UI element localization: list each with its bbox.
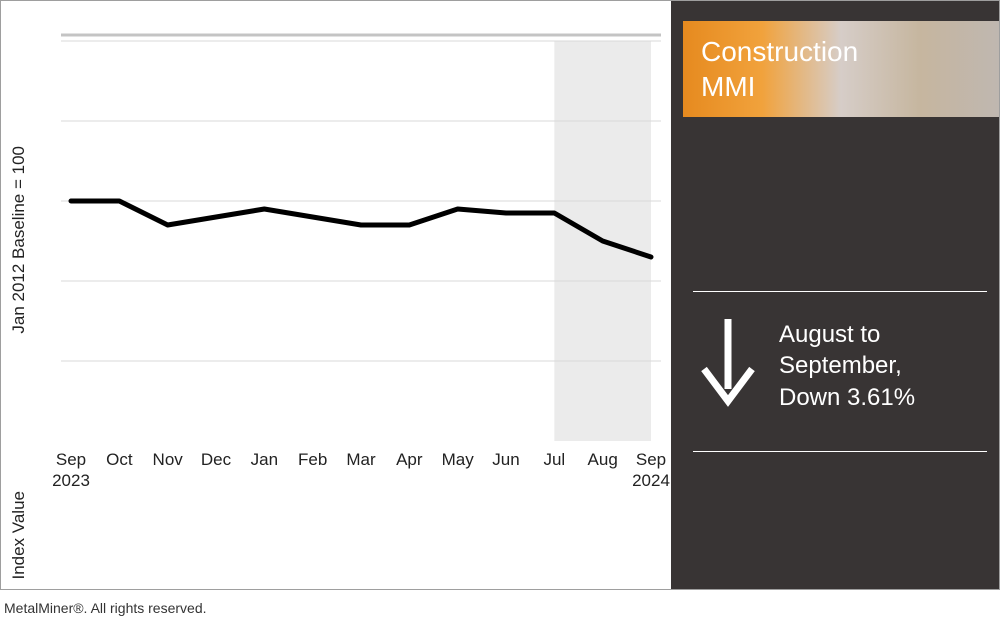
- y-axis-top-label: Jan 2012 Baseline = 100: [9, 146, 29, 334]
- summary-line3: Down 3.61%: [779, 382, 915, 413]
- x-tick-label: Oct: [106, 449, 132, 470]
- figure-root: Jan 2012 Baseline = 100 Index Value Sep2…: [0, 0, 1000, 622]
- footer-copyright: MetalMiner®. All rights reserved.: [4, 600, 207, 616]
- summary-block: August to September, Down 3.61%: [693, 306, 987, 426]
- chart-pane: Jan 2012 Baseline = 100 Index Value Sep2…: [1, 1, 671, 589]
- summary-line1: August to: [779, 319, 915, 350]
- line-chart-svg: [61, 31, 661, 501]
- banner-title-line1: Construction: [701, 34, 981, 69]
- x-tick-label: Sep2023: [52, 449, 90, 492]
- x-tick-label: Nov: [153, 449, 183, 470]
- banner-title-line2: MMI: [701, 69, 981, 104]
- x-tick-label: Dec: [201, 449, 231, 470]
- panel-banner: Construction MMI: [683, 21, 999, 117]
- x-tick-label: Jul: [543, 449, 565, 470]
- x-tick-label: Sep2024: [632, 449, 670, 492]
- x-tick-label: Aug: [588, 449, 618, 470]
- summary-line2: September,: [779, 350, 915, 381]
- x-tick-label: Mar: [346, 449, 375, 470]
- divider-bottom: [693, 451, 987, 452]
- side-panel: Construction MMI August to September,: [671, 1, 999, 589]
- card-frame: Jan 2012 Baseline = 100 Index Value Sep2…: [0, 0, 1000, 590]
- x-tick-label: Jan: [251, 449, 278, 470]
- x-tick-label: Jun: [492, 449, 519, 470]
- x-tick-label: Feb: [298, 449, 327, 470]
- x-tick-label: May: [442, 449, 474, 470]
- x-tick-label: Apr: [396, 449, 422, 470]
- summary-text: August to September, Down 3.61%: [779, 319, 915, 413]
- plot-area: [61, 31, 661, 501]
- y-axis-bottom-label: Index Value: [9, 491, 29, 580]
- trend-arrow-down-icon: [693, 306, 763, 426]
- divider-top: [693, 291, 987, 292]
